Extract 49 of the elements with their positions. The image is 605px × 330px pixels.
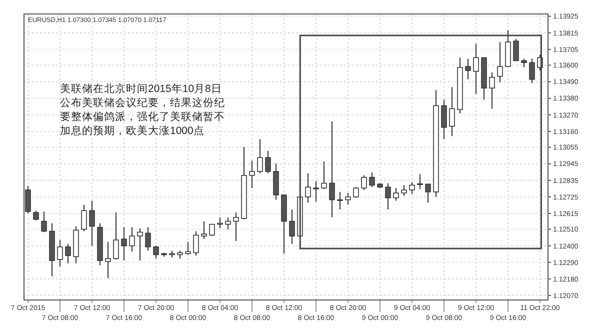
- candlestick: [313, 180, 319, 202]
- candlestick: [489, 72, 495, 110]
- candlestick: [473, 43, 479, 94]
- candlestick: [33, 210, 39, 221]
- candlestick: [249, 160, 255, 189]
- candlestick: [273, 162, 279, 200]
- candlestick: [57, 239, 63, 267]
- candlestick: [345, 192, 351, 206]
- candlestick: [289, 209, 295, 244]
- candlestick: [409, 182, 415, 194]
- candlestick: [513, 38, 519, 62]
- candlestick: [137, 228, 143, 262]
- candlestick: [105, 241, 111, 279]
- candlestick: [209, 224, 215, 237]
- candlestick: [153, 245, 159, 260]
- candlestick: [465, 58, 471, 80]
- candlestick: [81, 204, 87, 232]
- candlestick: [265, 150, 271, 174]
- candlestick: [401, 184, 407, 196]
- candlestick: [353, 186, 359, 198]
- candlestick: [441, 99, 447, 140]
- candlestick: [121, 226, 127, 262]
- candlestick: [449, 86, 455, 137]
- candlestick: [393, 188, 399, 202]
- candlestick: [41, 210, 47, 233]
- candlestick: [65, 243, 71, 264]
- candlestick: [113, 212, 119, 260]
- candlestick: [329, 120, 335, 218]
- candlestick: [233, 212, 239, 242]
- candlestick: [321, 161, 327, 190]
- candlestick: [217, 216, 223, 229]
- candlestick: [225, 216, 231, 230]
- candlestick: [257, 138, 263, 174]
- candlestick: [417, 174, 423, 190]
- candlestick: [201, 220, 207, 240]
- candlestick: [361, 174, 367, 190]
- candlestick: [385, 182, 391, 210]
- candlestick: [497, 42, 503, 83]
- candlestick: [193, 230, 199, 256]
- candlestick: [425, 184, 431, 204]
- candlestick: [145, 226, 151, 252]
- candlestick: [337, 191, 343, 210]
- candlestick: [529, 58, 535, 84]
- candlestick: [89, 200, 95, 246]
- candlestick: [185, 241, 191, 256]
- annotation: 美联储在北京时间2015年10月8日公布美联储会议纪要，结果这份纪要整体偏鸽派，强化了美联储暂不加息的预期，欧美大涨1000点: [60, 82, 225, 137]
- candlestick: [369, 172, 375, 188]
- candlestick: [129, 226, 135, 252]
- candlestick: [305, 172, 311, 204]
